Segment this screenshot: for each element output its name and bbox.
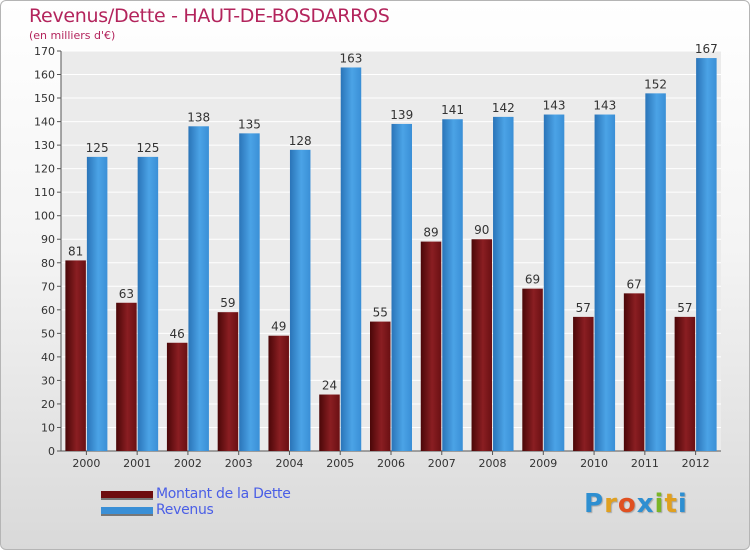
y-tick-label: 160 xyxy=(34,69,55,82)
data-label-revenue-2005: 163 xyxy=(340,51,363,65)
bar-debt-2000 xyxy=(65,260,86,451)
y-tick-label: 10 xyxy=(41,421,55,434)
x-tick-label: 2002 xyxy=(174,457,202,470)
data-label-revenue-2011: 152 xyxy=(644,77,667,91)
y-tick-label: 170 xyxy=(34,45,55,58)
legend-label-debt: Montant de la Dette xyxy=(156,486,291,502)
bar-debt-2003 xyxy=(217,312,239,451)
bar-revenue-2001 xyxy=(137,156,159,451)
logo-letter: r xyxy=(604,489,618,519)
bar-revenue-2006 xyxy=(391,123,412,452)
data-label-debt-2008: 90 xyxy=(474,223,489,237)
data-label-debt-2005: 24 xyxy=(322,379,337,393)
data-label-debt-2000: 81 xyxy=(68,244,83,258)
logo-letter: i xyxy=(677,489,688,519)
bar-debt-2009 xyxy=(522,288,543,451)
y-tick-label: 130 xyxy=(34,139,55,152)
proxiti-logo: Proxiti xyxy=(584,489,688,519)
bar-revenue-2011 xyxy=(645,93,666,452)
x-tick-label: 2011 xyxy=(631,457,659,470)
y-tick-label: 40 xyxy=(41,351,55,364)
data-label-debt-2012: 57 xyxy=(677,301,692,315)
data-label-revenue-2002: 138 xyxy=(187,110,210,124)
bar-revenue-2012 xyxy=(696,58,717,451)
data-label-debt-2006: 55 xyxy=(373,306,388,320)
y-tick-label: 110 xyxy=(34,186,55,199)
x-tick-label: 2001 xyxy=(123,457,151,470)
data-label-debt-2002: 46 xyxy=(170,327,185,341)
y-tick-label: 100 xyxy=(34,210,55,223)
y-tick-label: 90 xyxy=(41,233,55,246)
bar-revenue-2007 xyxy=(442,119,463,451)
bar-debt-2005 xyxy=(319,394,340,451)
data-label-debt-2007: 89 xyxy=(423,226,438,240)
bar-revenue-2009 xyxy=(543,114,565,451)
logo-letter: o xyxy=(617,489,637,519)
data-label-debt-2004: 49 xyxy=(271,320,286,334)
data-label-revenue-2012: 167 xyxy=(695,42,718,56)
x-tick-label: 2012 xyxy=(682,457,710,470)
x-tick-label: 2000 xyxy=(72,457,100,470)
chart-title: Revenus/Dette - HAUT-DE-BOSDARROS xyxy=(29,5,390,27)
data-label-revenue-2003: 135 xyxy=(238,117,261,131)
bar-debt-2007 xyxy=(420,241,442,451)
y-tick-label: 140 xyxy=(34,116,55,129)
bar-revenue-2004 xyxy=(289,149,311,451)
data-label-debt-2009: 69 xyxy=(525,273,540,287)
y-tick-label: 60 xyxy=(41,304,55,317)
y-tick-label: 30 xyxy=(41,374,55,387)
logo-letter: P xyxy=(584,489,605,519)
data-label-debt-2011: 67 xyxy=(626,277,641,291)
chart-subtitle: (en milliers d'€) xyxy=(29,29,116,42)
legend-swatch-debt xyxy=(101,491,153,500)
x-tick-label: 2009 xyxy=(529,457,557,470)
bar-revenue-2002 xyxy=(188,126,209,451)
data-label-revenue-2009: 143 xyxy=(543,99,566,113)
data-label-revenue-2007: 141 xyxy=(441,103,464,117)
data-label-debt-2001: 63 xyxy=(119,287,134,301)
bar-debt-2004 xyxy=(268,335,289,451)
logo-letter: x xyxy=(636,489,655,519)
x-tick-label: 2006 xyxy=(377,457,405,470)
legend-label-revenue: Revenus xyxy=(156,502,214,518)
x-tick-label: 2007 xyxy=(428,457,456,470)
logo-letter: t xyxy=(664,489,678,519)
y-tick-label: 20 xyxy=(41,398,55,411)
x-tick-label: 2003 xyxy=(225,457,253,470)
x-tick-label: 2010 xyxy=(580,457,608,470)
y-tick-label: 120 xyxy=(34,163,55,176)
data-label-debt-2003: 59 xyxy=(220,296,235,310)
data-label-revenue-2001: 125 xyxy=(136,141,159,155)
data-label-revenue-2006: 139 xyxy=(390,108,413,122)
data-label-revenue-2008: 142 xyxy=(492,101,515,115)
y-tick-label: 0 xyxy=(48,445,55,458)
data-label-revenue-2010: 143 xyxy=(593,99,616,113)
legend-swatch-revenue xyxy=(101,507,153,516)
y-tick-label: 50 xyxy=(41,327,55,340)
y-tick-label: 80 xyxy=(41,257,55,270)
bar-debt-2006 xyxy=(370,321,391,451)
bar-debt-2008 xyxy=(471,239,493,451)
bar-revenue-2003 xyxy=(239,133,260,451)
x-tick-label: 2005 xyxy=(326,457,354,470)
x-tick-label: 2008 xyxy=(479,457,507,470)
data-label-debt-2010: 57 xyxy=(576,301,591,315)
bar-debt-2001 xyxy=(116,302,137,451)
bar-debt-2011 xyxy=(623,293,645,451)
bar-revenue-2010 xyxy=(594,114,616,451)
data-label-revenue-2000: 125 xyxy=(86,141,109,155)
logo-letter: i xyxy=(654,489,665,519)
bar-debt-2010 xyxy=(573,316,594,451)
bar-revenue-2008 xyxy=(493,116,514,451)
data-label-revenue-2004: 128 xyxy=(289,134,312,148)
y-tick-label: 70 xyxy=(41,280,55,293)
bar-debt-2002 xyxy=(166,342,188,451)
bar-revenue-2005 xyxy=(340,67,362,452)
x-tick-label: 2004 xyxy=(275,457,303,470)
bar-debt-2012 xyxy=(674,316,696,451)
y-tick-label: 150 xyxy=(34,92,55,105)
bar-revenue-2000 xyxy=(86,156,108,451)
